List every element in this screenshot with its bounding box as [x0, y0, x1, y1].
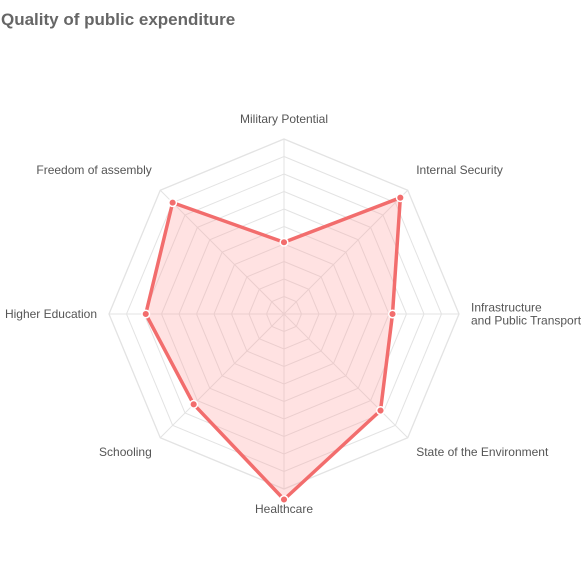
grid-spoke — [283, 313, 409, 439]
axis-label: Higher Education — [5, 307, 97, 321]
axis-label: State of the Environment — [416, 445, 549, 459]
axis-label: Freedom of assembly — [36, 163, 151, 177]
axis-label-line: State of the Environment — [416, 445, 549, 459]
series-point — [375, 405, 386, 416]
axis-label-line: Military Potential — [240, 112, 328, 126]
axis-label: Healthcare — [255, 502, 313, 516]
axis-label: Internal Security — [416, 163, 503, 177]
series-point — [387, 309, 398, 319]
axis-label: Military Potential — [240, 112, 328, 126]
axis-label-line: Freedom of assembly — [36, 163, 151, 177]
axis-label-line: Internal Security — [416, 163, 503, 177]
series-point — [279, 237, 289, 247]
chart-title: Quality of public expenditure — [1, 10, 236, 29]
series-point — [141, 309, 151, 319]
axis-labels: Military Potential Internal Security Infra… — [5, 112, 582, 516]
radar-series — [141, 193, 405, 505]
axis-label-line: Schooling — [99, 445, 152, 459]
series-point — [395, 193, 405, 203]
radar-grid — [108, 138, 460, 490]
grid-spoke — [159, 313, 285, 439]
grid-spoke — [159, 189, 285, 315]
axis-label-line: and Public Transport — [471, 314, 582, 328]
series-point — [168, 198, 178, 208]
axis-label: Infrastructure and Public Transport — [471, 301, 582, 328]
grid-spoke — [283, 189, 409, 315]
series-point — [279, 494, 289, 505]
axis-label-line: Infrastructure — [471, 301, 542, 315]
axis-label: Schooling — [99, 445, 152, 459]
series-point — [189, 399, 199, 409]
axis-label-line: Higher Education — [5, 307, 97, 321]
series-polygon — [144, 195, 403, 502]
axis-label-line: Healthcare — [255, 502, 313, 516]
